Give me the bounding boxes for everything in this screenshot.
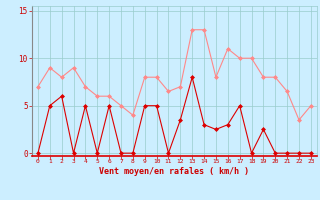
X-axis label: Vent moyen/en rafales ( km/h ): Vent moyen/en rafales ( km/h ) bbox=[100, 167, 249, 176]
